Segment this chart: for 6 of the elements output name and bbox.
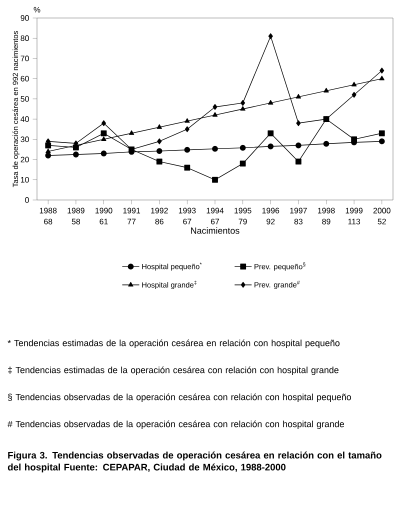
text: ‡ Tendencias estimadas de la operación cesárea con relación con hospital grande bbox=[8, 366, 339, 375]
x-axis-title: Nacimientos bbox=[191, 227, 240, 234]
text: § Tendencias observadas de la operación cesárea con relación con hospital pequeño bbox=[8, 394, 352, 402]
text: Figura 3. Tendencias observadas de operación cesárea en relación con el tamaño del hospital Fuente: CEPAPAR, Ciudad de México, 1988-2000 bbox=[8, 452, 382, 472]
text: * Tendencias estimadas de la operación cesárea en relación con hospital pequeño bbox=[8, 340, 340, 348]
text: # Tendencias observadas de la operación cesárea con relación con hospital grande bbox=[8, 420, 344, 429]
